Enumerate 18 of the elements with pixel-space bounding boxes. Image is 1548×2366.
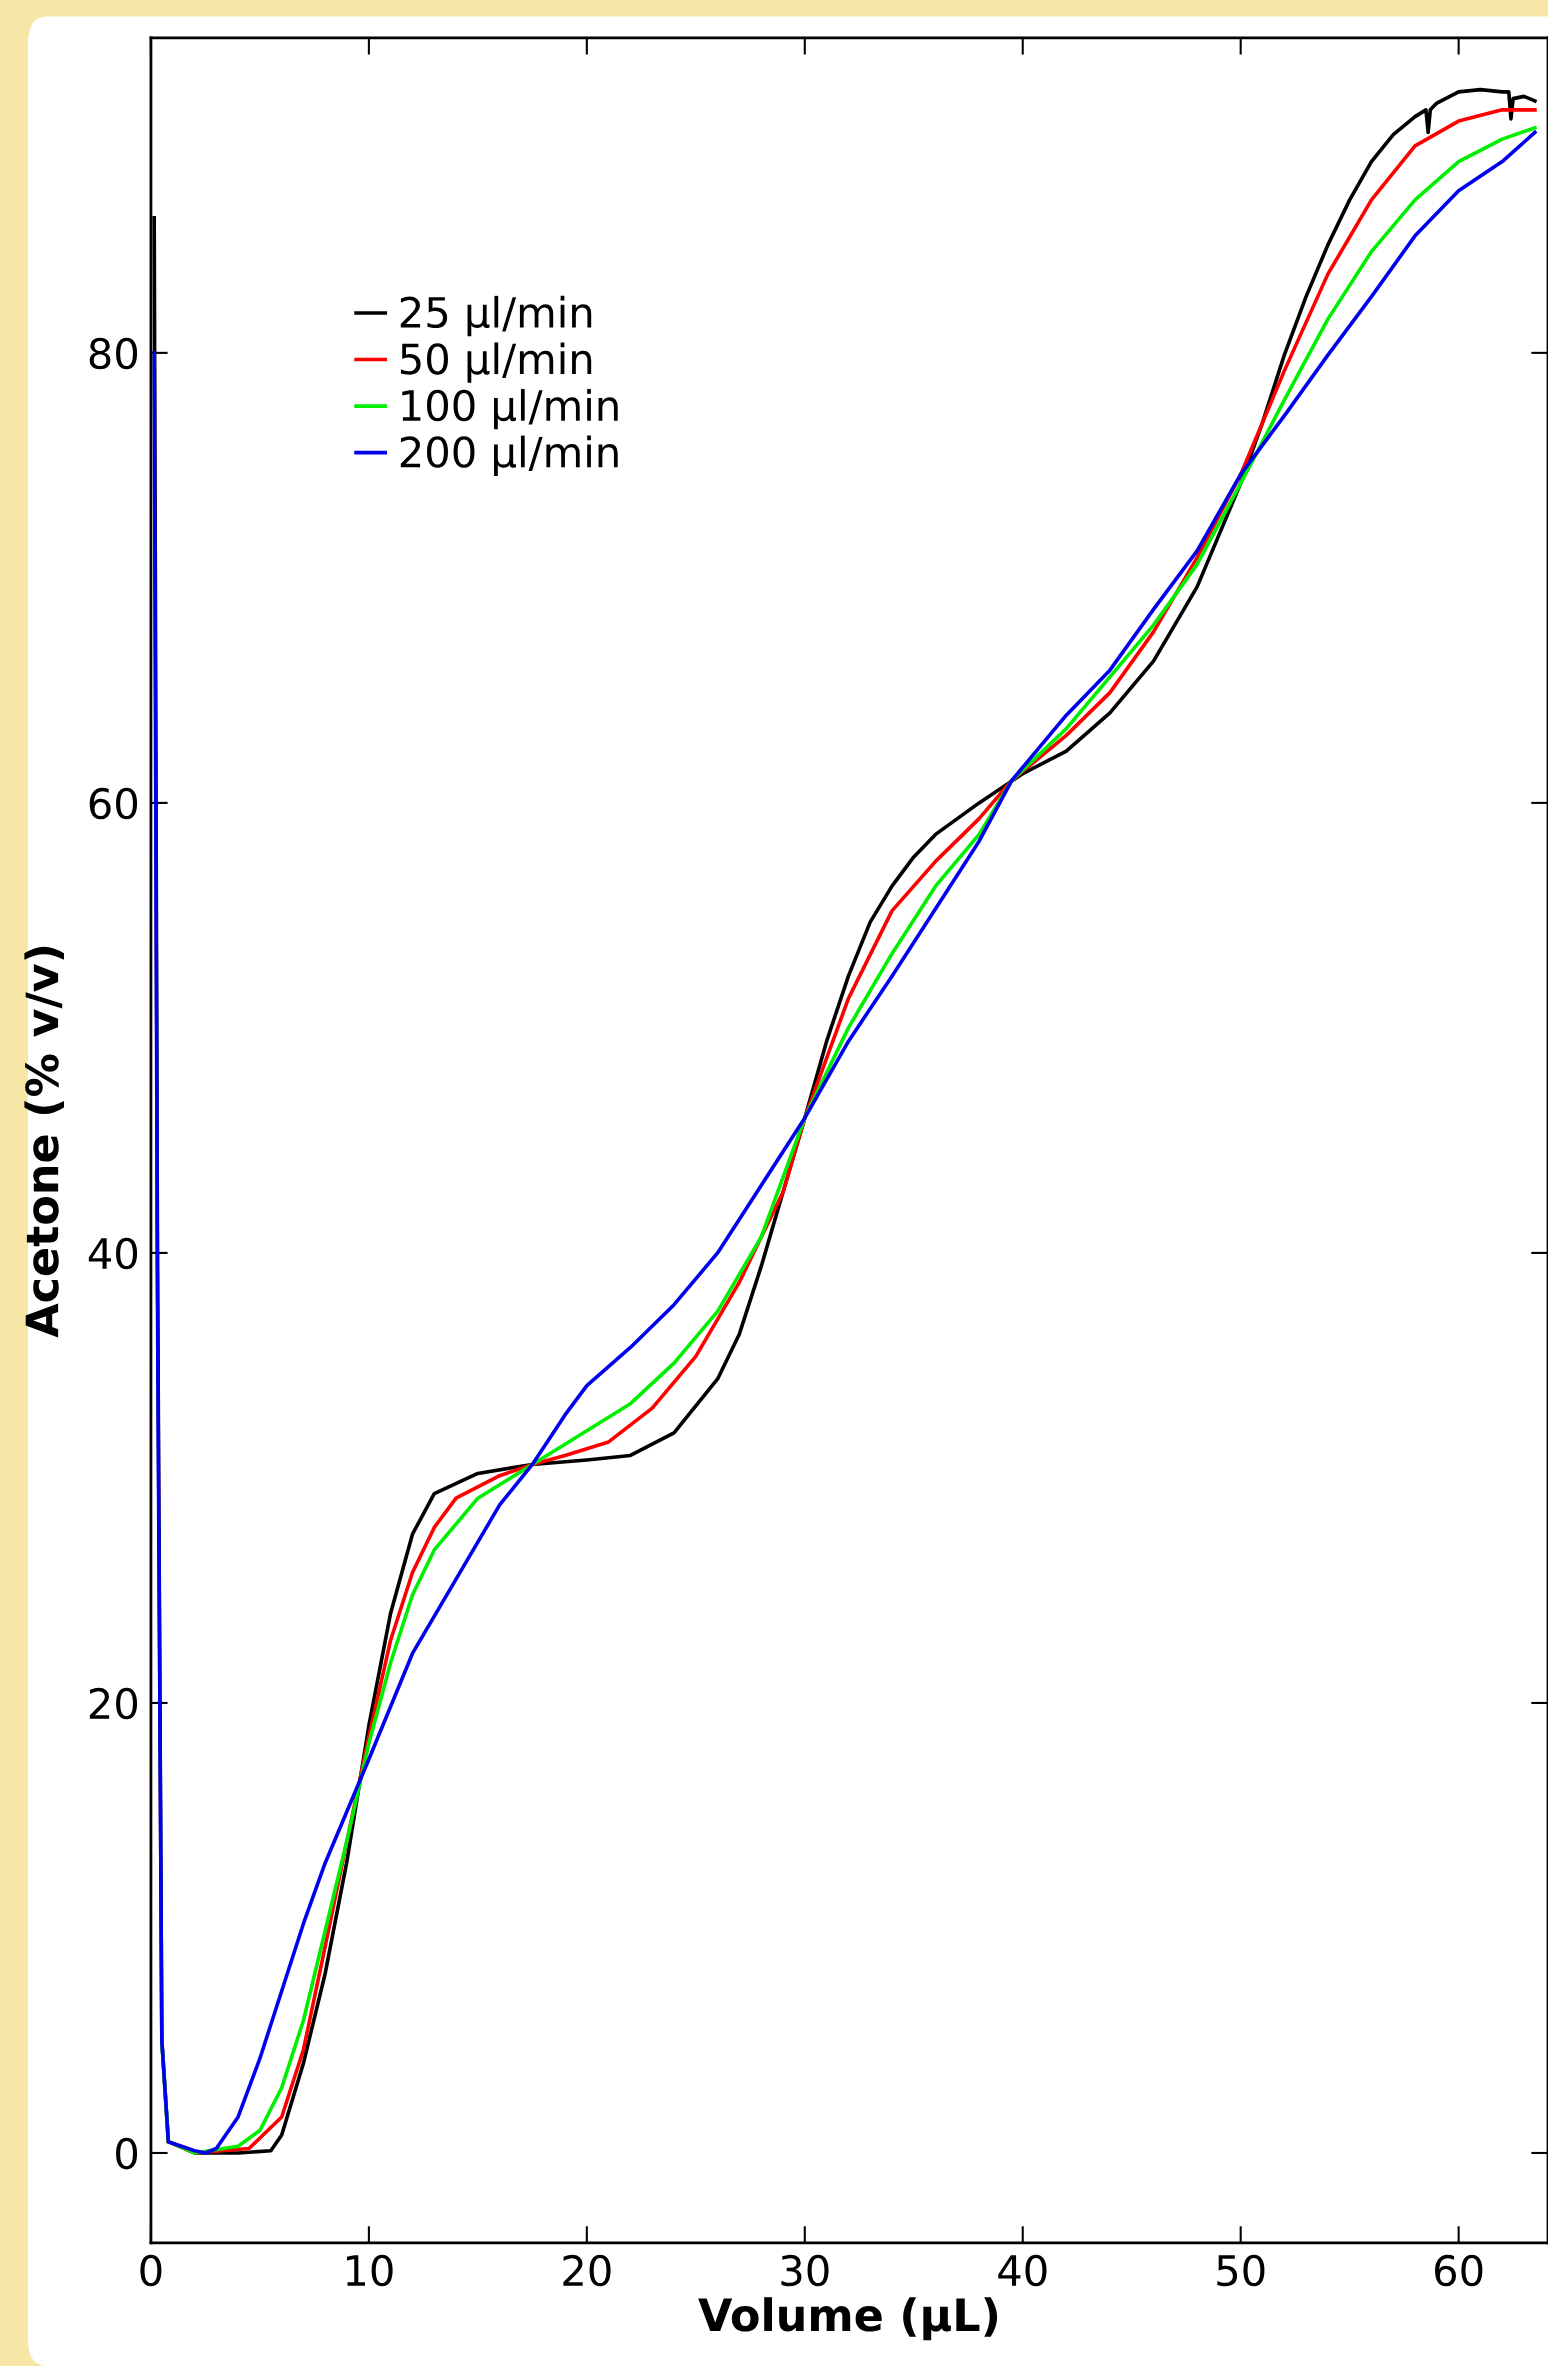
x-tick-label: 60: [1435, 2254, 1483, 2287]
y-tick-label: 60: [89, 787, 138, 820]
y-axis-title: Acetone (% v/v): [24, 946, 64, 1338]
x-tick-label: 10: [346, 2254, 393, 2287]
y-tick-label: 80: [89, 337, 138, 370]
y-tick-label: 0: [116, 2137, 138, 2170]
x-tick-label: 20: [563, 2254, 611, 2287]
legend-label: 200 µl/min: [400, 435, 618, 476]
legend-label: 50 µl/min: [400, 342, 592, 383]
y-tick-label: 40: [88, 1237, 138, 1270]
legend-label: 25 µl/min: [400, 295, 592, 337]
y-tick-label: 20: [89, 1687, 138, 1720]
x-tick-label: 50: [1217, 2254, 1265, 2287]
x-axis-title: Volume (µL): [698, 2297, 998, 2341]
x-tick-label: 0: [140, 2254, 162, 2287]
x-tick-label: 30: [781, 2254, 829, 2287]
legend-label: 100 µl/min: [402, 389, 618, 430]
x-tick-label: 40: [998, 2254, 1047, 2287]
